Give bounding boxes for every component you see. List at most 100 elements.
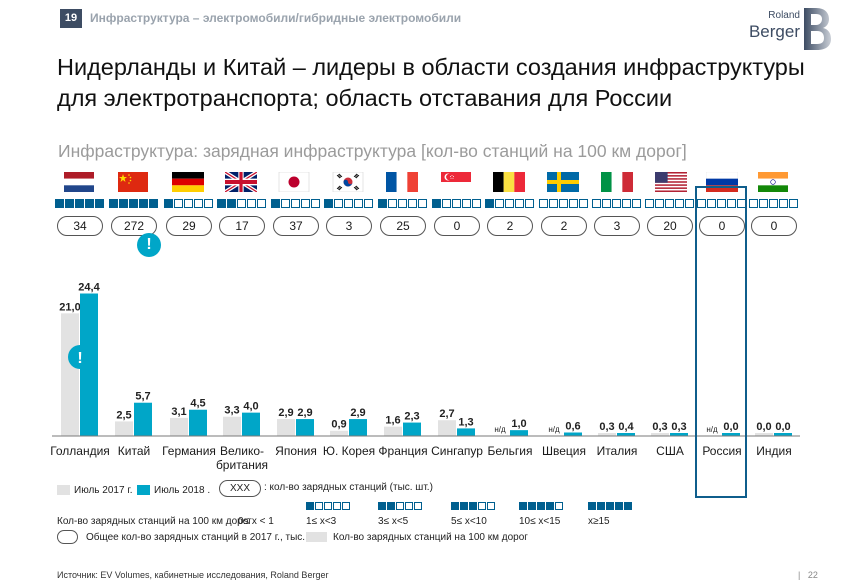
data-label: 2,9 [297,407,312,419]
score-square [779,199,788,208]
score-square [281,199,290,208]
total-stations-pill: 0 [699,216,745,236]
score-square [749,199,758,208]
score-squares-germany [164,199,213,208]
legend-bar-swatch [306,532,327,542]
bar-2017-netherlands [61,313,79,436]
scale-square [414,502,422,510]
data-label: 0,0 [775,421,790,433]
bar-2017-japan [277,419,295,436]
score-square [65,199,74,208]
bar-2017-usa [651,433,669,436]
scale-square [588,502,596,510]
legend-total-desc: Общее кол-во зарядных станций в 2017 г.,… [86,532,321,543]
score-square [95,199,104,208]
scale-square [478,502,486,510]
score-square [354,199,363,208]
score-square [579,199,588,208]
scale-square [528,502,536,510]
score-square [685,199,694,208]
score-square [707,199,716,208]
data-label: 2,3 [404,411,419,423]
score-square [539,199,548,208]
legend-2018-swatch [137,485,150,495]
total-stations-pill: 0 [434,216,480,236]
bar-2018-italy [617,433,635,436]
scale-label: 5≤ x<10 [451,516,487,527]
score-square [129,199,138,208]
score-square [398,199,407,208]
score-square [612,199,621,208]
score-square [324,199,333,208]
scale-square [615,502,623,510]
score-square [139,199,148,208]
bar-2018-uk [242,412,260,436]
total-stations-pill: 17 [219,216,265,236]
data-label: 2,5 [116,409,131,421]
bar-2018-germany [189,409,207,436]
data-label: н/д [548,425,560,434]
score-square [622,199,631,208]
category-label: Япония [275,444,317,458]
legend-pill-sample: XXX [219,480,261,497]
score-square [505,199,514,208]
score-square [257,199,266,208]
scale-square [387,502,395,510]
data-label: 1,6 [385,415,400,427]
score-square [311,199,320,208]
data-label: 0,9 [331,419,346,431]
score-square [602,199,611,208]
france-flag-icon [386,172,418,192]
score-square [301,199,310,208]
logo-b-mark-icon [804,8,831,50]
scale-square [555,502,563,510]
score-squares-china [109,199,158,208]
bar-2018-singapore [457,428,475,436]
data-label: 1,0 [511,418,526,430]
bar-2017-uk [223,416,241,436]
score-square [194,199,203,208]
category-label: Италия [596,444,638,458]
score-square [149,199,158,208]
score-square [759,199,768,208]
bar-2018-china [134,402,152,436]
category-label: Индия [756,444,792,458]
data-label: 0,3 [671,421,686,433]
score-square [291,199,300,208]
score-squares-russia [697,199,746,208]
russia-flag-icon [706,172,738,192]
data-label: 0,3 [599,421,614,433]
scale-square [519,502,527,510]
score-square [432,199,441,208]
source-footer: Источник: EV Volumes, кабинетные исследо… [57,570,329,580]
bar-2018-sweden [564,432,582,436]
scale-square [460,502,468,510]
score-squares-uk [217,199,266,208]
bar-2018-usa [670,433,688,436]
score-square [549,199,558,208]
scale-label: x≥15 [588,516,610,527]
scale-square [342,502,350,510]
total-stations-pill: 29 [166,216,212,236]
scale-label: 0≤ x < 1 [238,516,274,527]
score-square [271,199,280,208]
scale-square [396,502,404,510]
category-label: Ю. Корея [322,444,376,458]
scale-squares-1 [306,502,350,510]
bar-2018-japan [296,419,314,436]
score-squares-belgium [485,199,534,208]
legend-2018-label: Июль 2018 . [154,485,211,496]
score-square [559,199,568,208]
scale-label: 3≤ x<5 [378,516,409,527]
score-square [334,199,343,208]
score-square [462,199,471,208]
score-square [485,199,494,208]
score-squares-india [749,199,798,208]
score-square [665,199,674,208]
score-square [247,199,256,208]
score-square [495,199,504,208]
score-square [697,199,706,208]
score-square [525,199,534,208]
score-square [204,199,213,208]
total-stations-pill: 25 [380,216,426,236]
